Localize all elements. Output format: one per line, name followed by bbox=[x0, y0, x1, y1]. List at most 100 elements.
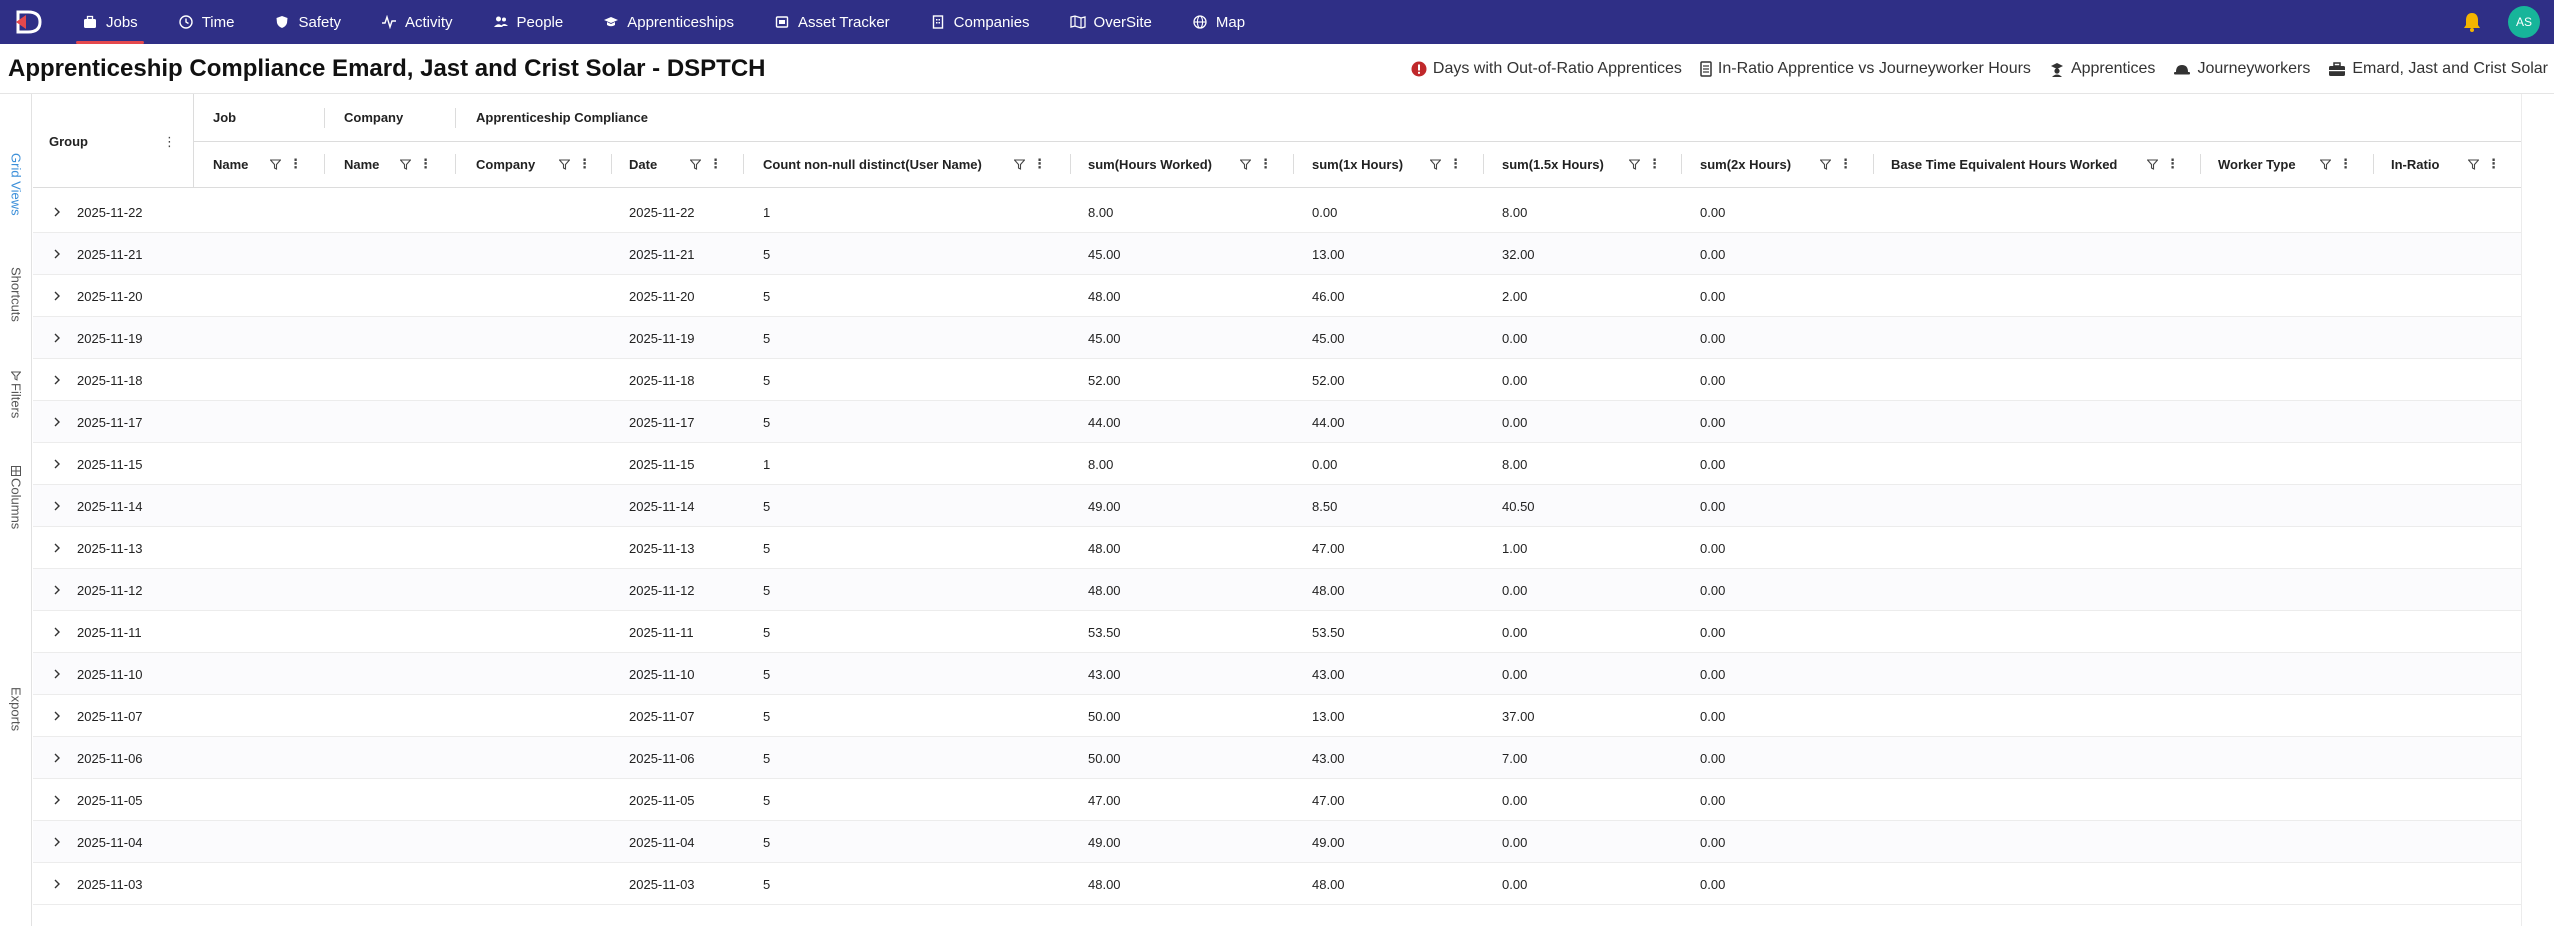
nav-item-map[interactable]: Map bbox=[1172, 0, 1265, 44]
column-header-hours-2x[interactable]: sum(2x Hours) bbox=[1700, 141, 1791, 188]
table-row[interactable]: 2025-11-19 2025-11-19 5 45.00 45.00 0.00 0.00 bbox=[33, 317, 2521, 359]
column-menu-icon[interactable]: ⋮ bbox=[1033, 156, 1046, 171]
column-header-worker-type[interactable]: Worker Type bbox=[2218, 141, 2296, 188]
column-filter-icon[interactable] bbox=[559, 158, 570, 170]
column-menu-icon[interactable]: ⋮ bbox=[1648, 156, 1661, 171]
column-menu-icon[interactable]: ⋮ bbox=[578, 156, 591, 171]
legend-label: In-Ratio Apprentice vs Journeyworker Hou… bbox=[1717, 60, 2031, 77]
column-header-company[interactable]: Company bbox=[476, 141, 535, 188]
column-filter-icon[interactable] bbox=[2468, 158, 2479, 170]
table-row[interactable]: 2025-11-10 2025-11-10 5 43.00 43.00 0.00 0.00 bbox=[33, 653, 2521, 695]
column-filter-icon[interactable] bbox=[1629, 158, 1640, 170]
tab-grid-views[interactable]: Grid Views bbox=[0, 144, 32, 224]
expand-chevron-icon[interactable] bbox=[53, 611, 61, 653]
column-filter-icon[interactable] bbox=[1240, 158, 1251, 170]
tab-columns[interactable]: Columns bbox=[0, 458, 32, 538]
table-row[interactable]: 2025-11-20 2025-11-20 5 48.00 46.00 2.00 0.00 bbox=[33, 275, 2521, 317]
legend-item-in-ratio-hours: In-Ratio Apprentice vs Journeyworker Hou… bbox=[1700, 60, 2031, 78]
tab-shortcuts[interactable]: Shortcuts bbox=[0, 254, 32, 334]
column-filter-icon[interactable] bbox=[270, 158, 281, 170]
group-column-header[interactable]: Group bbox=[49, 94, 88, 188]
tab-filters[interactable]: Filters bbox=[0, 360, 32, 430]
nav-item-activity[interactable]: Activity bbox=[361, 0, 473, 44]
column-menu-icon[interactable]: ⋮ bbox=[2339, 156, 2352, 171]
column-menu-icon[interactable]: ⋮ bbox=[289, 156, 302, 171]
table-row[interactable]: 2025-11-21 2025-11-21 5 45.00 13.00 32.00 0.00 bbox=[33, 233, 2521, 275]
expand-chevron-icon[interactable] bbox=[53, 275, 61, 317]
table-row[interactable]: 2025-11-17 2025-11-17 5 44.00 44.00 0.00 0.00 bbox=[33, 401, 2521, 443]
column-header-base-time[interactable]: Base Time Equivalent Hours Worked bbox=[1891, 141, 2117, 188]
expand-chevron-icon[interactable] bbox=[53, 191, 61, 233]
expand-chevron-icon[interactable] bbox=[53, 527, 61, 569]
expand-chevron-icon[interactable] bbox=[53, 359, 61, 401]
expand-chevron-icon[interactable] bbox=[53, 737, 61, 779]
table-row[interactable]: 2025-11-12 2025-11-12 5 48.00 48.00 0.00 0.00 bbox=[33, 569, 2521, 611]
expand-chevron-icon[interactable] bbox=[53, 485, 61, 527]
column-header-count[interactable]: Count non-null distinct(User Name) bbox=[763, 141, 982, 188]
nav-item-safety[interactable]: Safety bbox=[254, 0, 361, 44]
cell-count: 5 bbox=[763, 372, 771, 388]
expand-chevron-icon[interactable] bbox=[53, 569, 61, 611]
column-header-hours-1x[interactable]: sum(1x Hours) bbox=[1312, 141, 1403, 188]
column-filter-icon[interactable] bbox=[2147, 158, 2158, 170]
table-row[interactable]: 2025-11-05 2025-11-05 5 47.00 47.00 0.00 0.00 bbox=[33, 779, 2521, 821]
nav-item-label: Safety bbox=[298, 13, 341, 31]
nav-item-companies[interactable]: Companies bbox=[910, 0, 1050, 44]
expand-chevron-icon[interactable] bbox=[53, 695, 61, 737]
column-header-hours-worked[interactable]: sum(Hours Worked) bbox=[1088, 141, 1212, 188]
column-header-hours-15x[interactable]: sum(1.5x Hours) bbox=[1502, 141, 1604, 188]
cell-hours-1x: 48.00 bbox=[1312, 582, 1345, 598]
column-filter-icon[interactable] bbox=[400, 158, 411, 170]
column-menu-icon[interactable]: ⋮ bbox=[2487, 156, 2500, 171]
expand-chevron-icon[interactable] bbox=[53, 317, 61, 359]
table-row[interactable]: 2025-11-18 2025-11-18 5 52.00 52.00 0.00 0.00 bbox=[33, 359, 2521, 401]
table-row[interactable]: 2025-11-07 2025-11-07 5 50.00 13.00 37.00 0.00 bbox=[33, 695, 2521, 737]
expand-chevron-icon[interactable] bbox=[53, 653, 61, 695]
column-header-date[interactable]: Date bbox=[629, 141, 657, 188]
nav-item-label: Activity bbox=[405, 13, 453, 31]
table-row[interactable]: 2025-11-04 2025-11-04 5 49.00 49.00 0.00 0.00 bbox=[33, 821, 2521, 863]
nav-item-oversite[interactable]: OverSite bbox=[1050, 0, 1172, 44]
column-menu-icon[interactable]: ⋮ bbox=[2166, 156, 2179, 171]
nav-item-time[interactable]: Time bbox=[158, 0, 255, 44]
column-menu-icon[interactable]: ⋮ bbox=[709, 156, 722, 171]
expand-chevron-icon[interactable] bbox=[53, 443, 61, 485]
user-avatar[interactable]: AS bbox=[2508, 6, 2540, 38]
expand-chevron-icon[interactable] bbox=[53, 821, 61, 863]
expand-chevron-icon[interactable] bbox=[53, 401, 61, 443]
column-filter-icon[interactable] bbox=[1014, 158, 1025, 170]
table-row[interactable]: 2025-11-06 2025-11-06 5 50.00 43.00 7.00 0.00 bbox=[33, 737, 2521, 779]
table-row[interactable]: 2025-11-15 2025-11-15 1 8.00 0.00 8.00 0.00 bbox=[33, 443, 2521, 485]
table-row[interactable]: 2025-11-22 2025-11-22 1 8.00 0.00 8.00 0.00 bbox=[33, 191, 2521, 233]
dsptch-logo[interactable] bbox=[0, 0, 62, 44]
notification-bell-icon[interactable] bbox=[2460, 10, 2484, 34]
nav-right: AS bbox=[2460, 0, 2540, 44]
expand-chevron-icon[interactable] bbox=[53, 863, 61, 905]
group-menu-icon[interactable]: ⋮ bbox=[163, 134, 176, 149]
building-icon bbox=[930, 14, 946, 30]
column-menu-icon[interactable]: ⋮ bbox=[419, 156, 432, 171]
cell-hours-15x: 0.00 bbox=[1502, 330, 1528, 346]
column-menu-icon[interactable]: ⋮ bbox=[1449, 156, 1462, 171]
nav-item-asset-tracker[interactable]: Asset Tracker bbox=[754, 0, 910, 44]
column-header-in-ratio[interactable]: In-Ratio bbox=[2391, 141, 2439, 188]
column-menu-icon[interactable]: ⋮ bbox=[1839, 156, 1852, 171]
column-header-company-name[interactable]: Name bbox=[344, 141, 379, 188]
nav-item-jobs[interactable]: Jobs bbox=[62, 0, 158, 44]
cell-group: 2025-11-18 bbox=[77, 372, 143, 388]
column-menu-icon[interactable]: ⋮ bbox=[1259, 156, 1272, 171]
table-row[interactable]: 2025-11-14 2025-11-14 5 49.00 8.50 40.50 0.00 bbox=[33, 485, 2521, 527]
tab-exports[interactable]: Exports bbox=[0, 674, 32, 744]
expand-chevron-icon[interactable] bbox=[53, 233, 61, 275]
expand-chevron-icon[interactable] bbox=[53, 779, 61, 821]
column-filter-icon[interactable] bbox=[2320, 158, 2331, 170]
column-header-job-name[interactable]: Name bbox=[213, 141, 248, 188]
table-row[interactable]: 2025-11-13 2025-11-13 5 48.00 47.00 1.00 0.00 bbox=[33, 527, 2521, 569]
column-filter-icon[interactable] bbox=[1430, 158, 1441, 170]
column-filter-icon[interactable] bbox=[1820, 158, 1831, 170]
table-row[interactable]: 2025-11-03 2025-11-03 5 48.00 48.00 0.00 0.00 bbox=[33, 863, 2521, 905]
column-filter-icon[interactable] bbox=[690, 158, 701, 170]
nav-item-people[interactable]: People bbox=[473, 0, 584, 44]
table-row[interactable]: 2025-11-11 2025-11-11 5 53.50 53.50 0.00 0.00 bbox=[33, 611, 2521, 653]
nav-item-apprenticeships[interactable]: Apprenticeships bbox=[583, 0, 754, 44]
